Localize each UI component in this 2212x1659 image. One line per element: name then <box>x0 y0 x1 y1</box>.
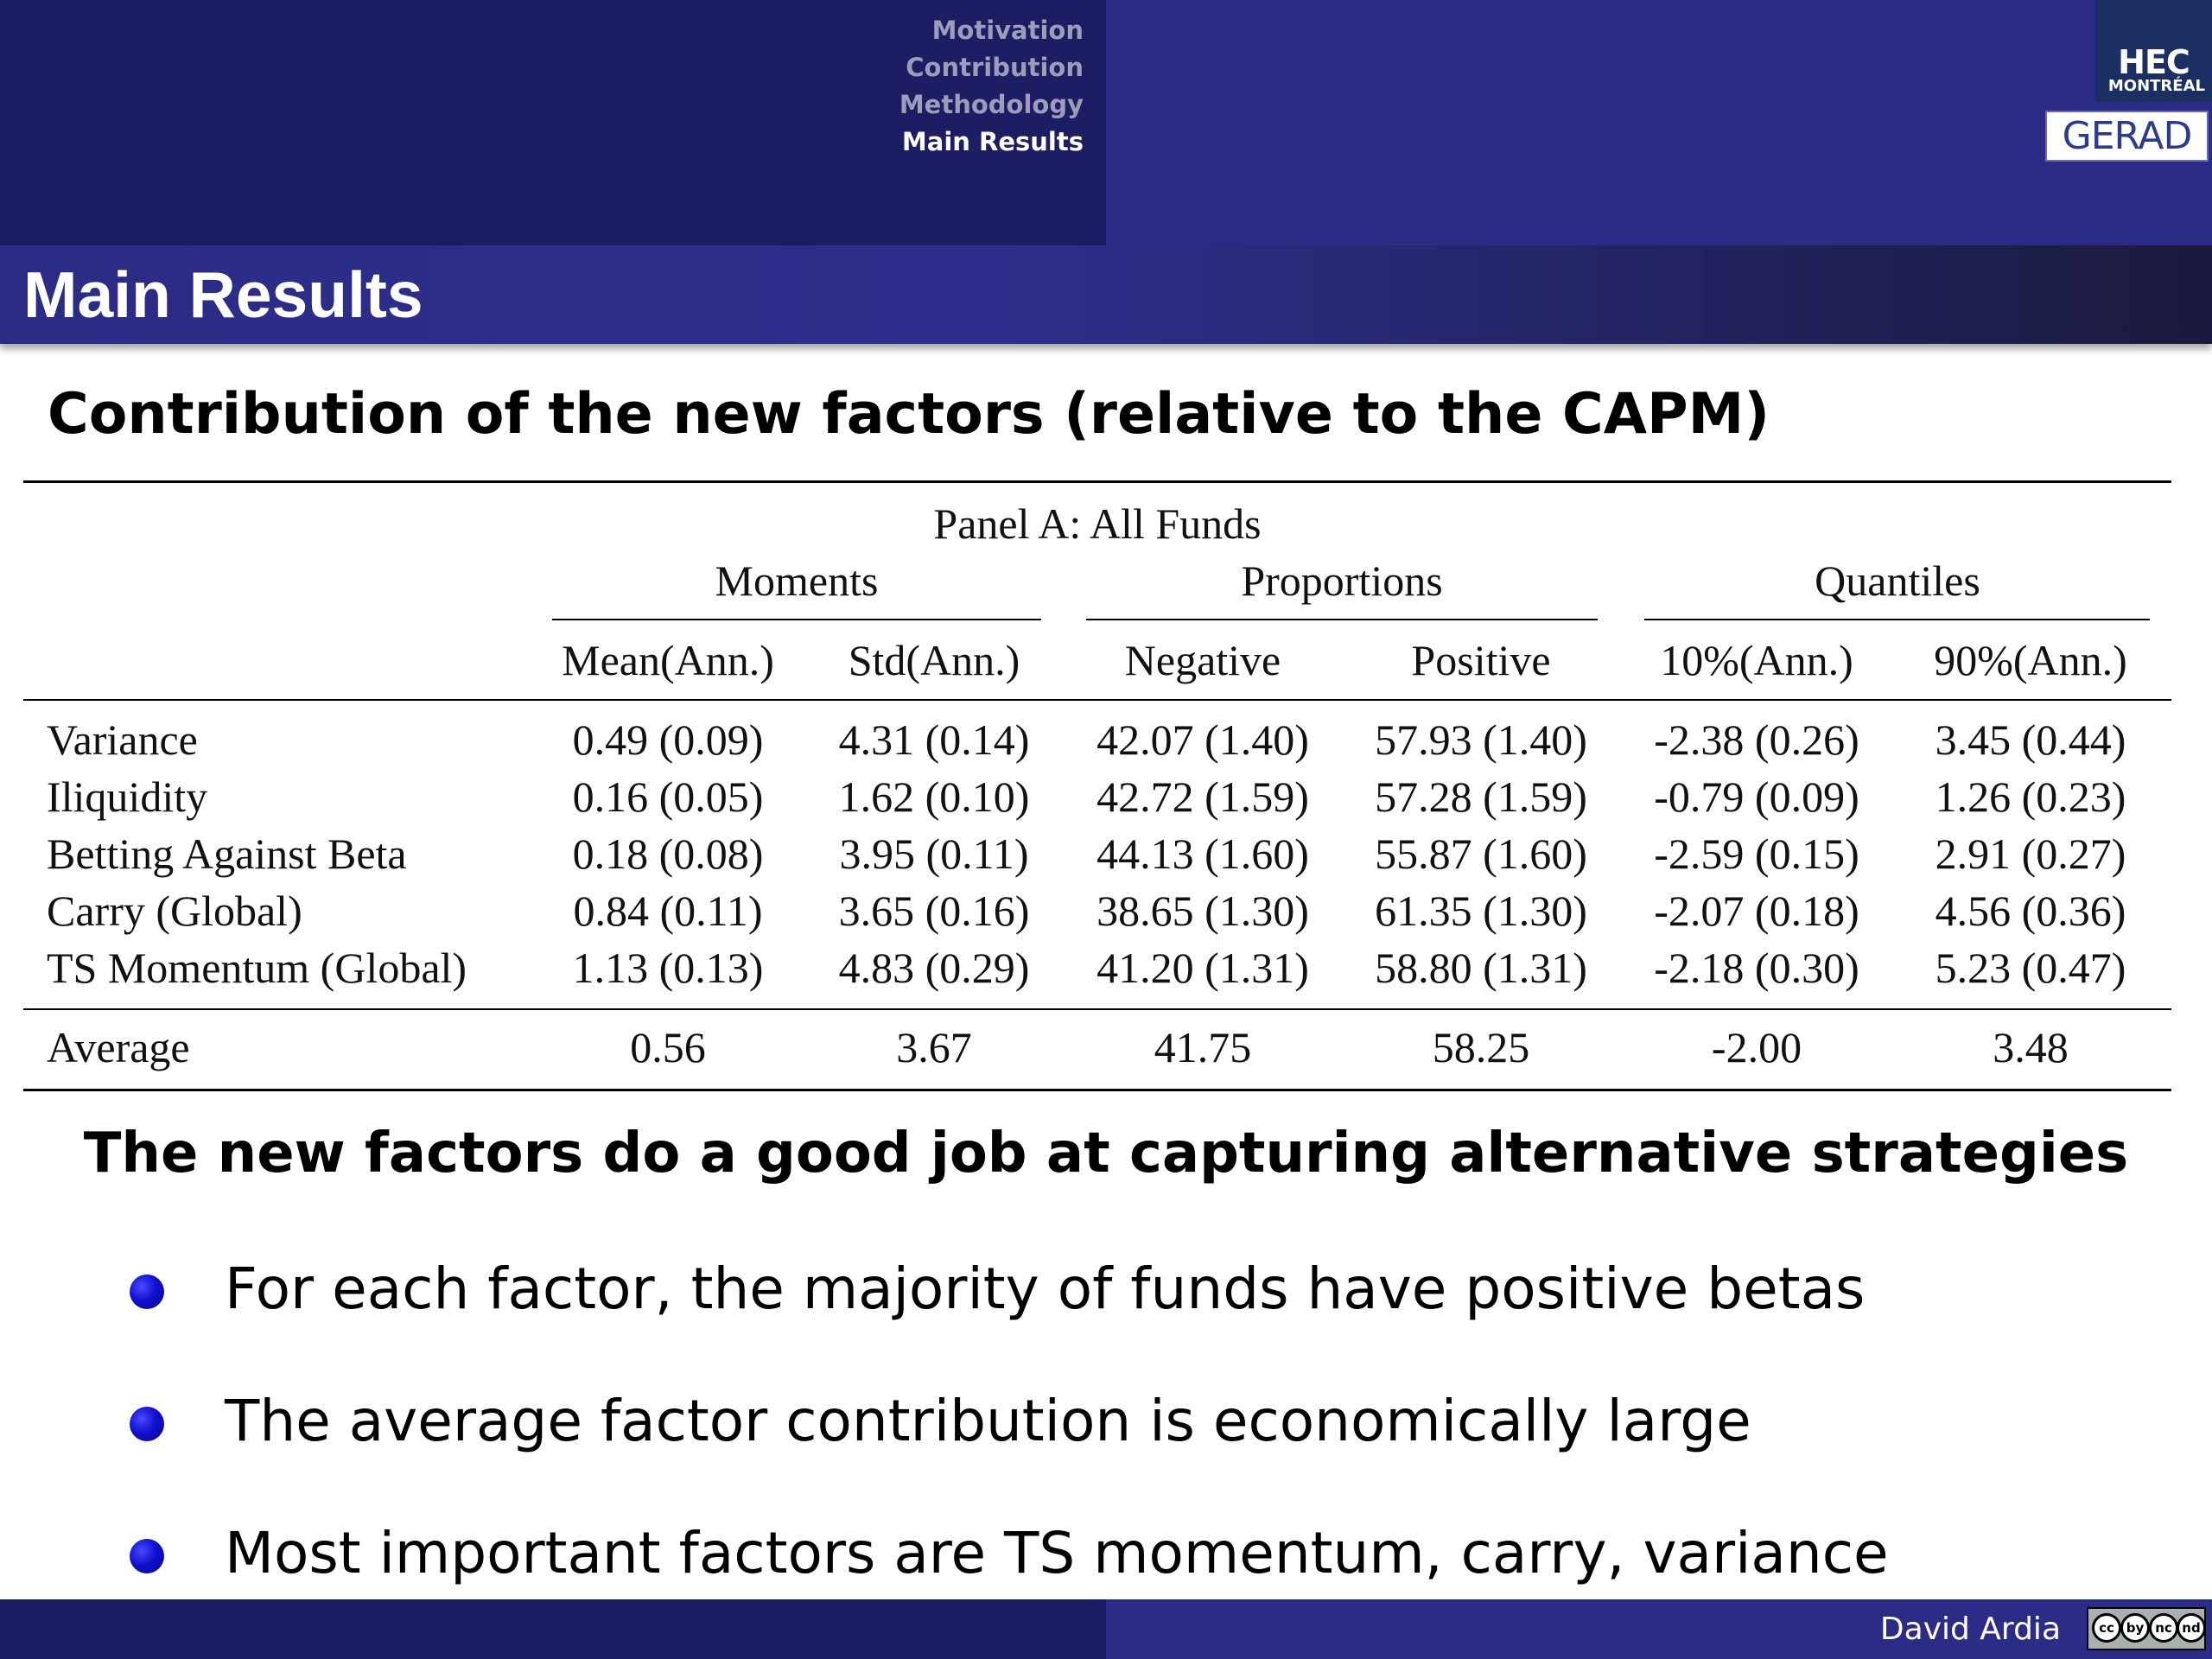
table-cell: -2.07 (0.18) <box>1654 887 1859 935</box>
table-cell: 42.72 (1.59) <box>1096 772 1309 821</box>
gerad-logo: GERAD <box>2045 111 2209 162</box>
row-label: Betting Against Beta <box>47 830 407 878</box>
hec-montreal-logo: HEC MONTRÉAL <box>2095 0 2212 102</box>
table-cell: 4.83 (0.29) <box>838 944 1030 992</box>
bullet-item: For each factor, the majority of funds h… <box>130 1242 2160 1337</box>
table-top-rule <box>23 480 2171 483</box>
row-label: Iliquidity <box>47 772 208 821</box>
row-label: Carry (Global) <box>47 887 302 935</box>
table-cell: 38.65 (1.30) <box>1096 887 1309 935</box>
table-cell: 1.13 (0.13) <box>572 944 764 992</box>
table-cell: -2.59 (0.15) <box>1654 830 1859 878</box>
group-header-quantiles: Quantiles <box>1815 556 1980 605</box>
bullet-icon <box>130 1539 164 1573</box>
creative-commons-license-icon[interactable]: cc by nc nd <box>2087 1607 2206 1650</box>
column-header-positive: Positive <box>1411 636 1551 684</box>
table-cell: 0.84 (0.11) <box>573 887 763 935</box>
table-cell: -2.38 (0.26) <box>1654 715 1859 764</box>
table-cell: 0.49 (0.09) <box>572 715 764 764</box>
cc-nd-icon: nd <box>2177 1613 2206 1643</box>
average-cell: 3.67 <box>896 1023 972 1071</box>
hec-logo-subtext: MONTRÉAL <box>2107 77 2205 95</box>
group-header-moments: Moments <box>715 556 879 605</box>
bullet-item: Most important factors are TS momentum, … <box>130 1506 2160 1601</box>
panel-title: Panel A: All Funds <box>933 499 1262 548</box>
table-cell: 1.26 (0.23) <box>1935 772 2126 821</box>
table-cell: -0.79 (0.09) <box>1654 772 1859 821</box>
group-rule-proportions <box>1086 619 1598 620</box>
column-header-q90: 90%(Ann.) <box>1934 636 2127 684</box>
footer-bar: David Ardia cc by nc nd <box>0 1599 2212 1659</box>
table-cell: 44.13 (1.60) <box>1096 830 1309 878</box>
average-cell: 0.56 <box>630 1023 706 1071</box>
bullet-text: Most important factors are TS momentum, … <box>225 1520 1889 1586</box>
group-header-proportions: Proportions <box>1241 556 1443 605</box>
group-rule-moments <box>552 619 1041 620</box>
table-cell: 2.91 (0.27) <box>1935 830 2126 878</box>
table-cell: 0.16 (0.05) <box>572 772 764 821</box>
frame-title: Main Results <box>23 258 423 331</box>
table-cell: 3.45 (0.44) <box>1935 715 2126 764</box>
header-banner: Motivation Contribution Methodology Main… <box>0 0 2212 245</box>
table-cell: 3.95 (0.11) <box>839 830 1029 878</box>
footer-left-panel <box>0 1599 1106 1659</box>
footer-author: David Ardia <box>1879 1611 2061 1647</box>
table-cell: 4.31 (0.14) <box>838 715 1030 764</box>
nav-item-contribution[interactable]: Contribution <box>906 53 1084 82</box>
conclusion-heading: The new factors do a good job at capturi… <box>83 1122 2129 1185</box>
average-label: Average <box>47 1023 190 1071</box>
table-cell: 5.23 (0.47) <box>1935 944 2126 992</box>
table-cell: 3.65 (0.16) <box>838 887 1030 935</box>
column-header-mean: Mean(Ann.) <box>562 636 774 684</box>
column-header-negative: Negative <box>1124 636 1281 684</box>
header-right-panel <box>1106 0 2212 245</box>
table-cell: 57.93 (1.40) <box>1375 715 1587 764</box>
table-cell: 58.80 (1.31) <box>1375 944 1587 992</box>
table-cell: 61.35 (1.30) <box>1375 887 1587 935</box>
table-cell: 0.18 (0.08) <box>572 830 764 878</box>
cc-icon: cc <box>2092 1613 2121 1643</box>
nav-item-methodology[interactable]: Methodology <box>899 90 1084 119</box>
bullet-icon <box>130 1274 164 1309</box>
header-left-panel <box>0 0 1106 245</box>
average-rule <box>23 1008 2171 1010</box>
header-rule <box>23 699 2171 701</box>
column-header-std: Std(Ann.) <box>848 636 1020 684</box>
section-title: Contribution of the new factors (relativ… <box>48 382 1770 447</box>
table-bottom-rule <box>23 1089 2171 1091</box>
table-cell: 57.28 (1.59) <box>1375 772 1587 821</box>
average-cell: 3.48 <box>1993 1023 2069 1071</box>
table-cell: 4.56 (0.36) <box>1935 887 2126 935</box>
bullet-item: The average factor contribution is econo… <box>130 1374 2160 1469</box>
footer-right-panel <box>1106 1599 2212 1659</box>
cc-nc-icon: nc <box>2149 1613 2178 1643</box>
nav-item-motivation[interactable]: Motivation <box>931 16 1084 45</box>
bullet-text: For each factor, the majority of funds h… <box>225 1255 1866 1322</box>
average-cell: -2.00 <box>1711 1023 1802 1071</box>
table-cell: 42.07 (1.40) <box>1096 715 1309 764</box>
column-header-q10: 10%(Ann.) <box>1660 636 1853 684</box>
frame-title-bar: Main Results <box>0 245 2212 344</box>
average-cell: 58.25 <box>1432 1023 1530 1071</box>
row-label: Variance <box>47 715 198 764</box>
cc-by-icon: by <box>2120 1613 2150 1643</box>
average-cell: 41.75 <box>1154 1023 1252 1071</box>
hec-logo-text: HEC <box>2118 43 2190 81</box>
group-rule-quantiles <box>1644 619 2150 620</box>
bullet-text: The average factor contribution is econo… <box>225 1388 1751 1454</box>
bullet-icon <box>130 1407 164 1441</box>
row-label: TS Momentum (Global) <box>47 944 467 992</box>
table-cell: -2.18 (0.30) <box>1654 944 1859 992</box>
table-cell: 41.20 (1.31) <box>1096 944 1309 992</box>
section-navigation: Motivation Contribution Methodology Main… <box>899 12 1084 161</box>
table-cell: 55.87 (1.60) <box>1375 830 1587 878</box>
table-cell: 1.62 (0.10) <box>838 772 1030 821</box>
nav-item-main-results[interactable]: Main Results <box>901 127 1084 156</box>
